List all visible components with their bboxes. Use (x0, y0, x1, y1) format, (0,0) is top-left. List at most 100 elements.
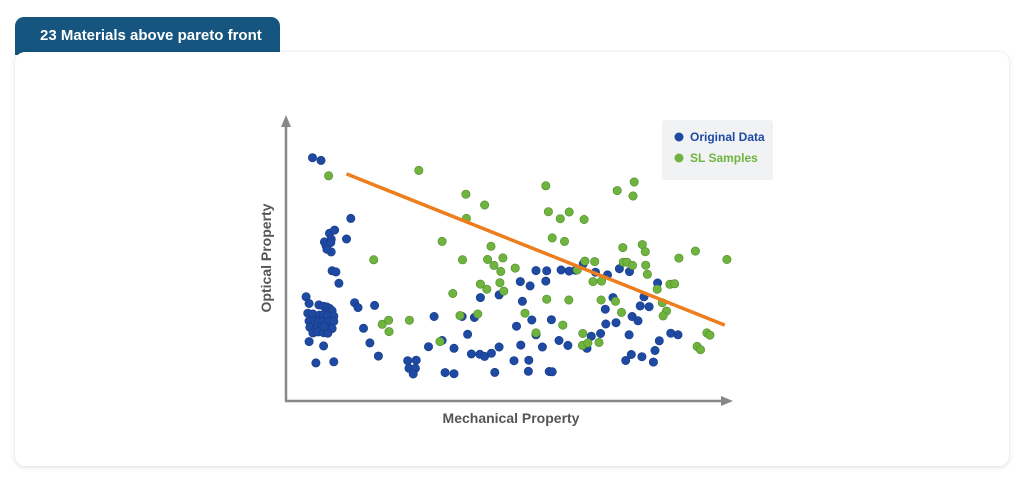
data-point (547, 367, 557, 377)
data-point (358, 323, 368, 333)
data-point (414, 165, 424, 175)
data-point (524, 355, 534, 365)
data-point (523, 366, 533, 376)
data-point (341, 234, 351, 244)
legend-box (662, 120, 773, 180)
data-point (304, 337, 314, 347)
data-point (543, 207, 553, 217)
chart-card (15, 52, 1009, 466)
data-point (498, 253, 508, 263)
data-point (490, 367, 500, 377)
data-point (511, 321, 521, 331)
data-point (331, 267, 341, 277)
legend-label: SL Samples (690, 151, 758, 165)
data-point (541, 276, 551, 286)
data-point (627, 260, 637, 270)
data-point (722, 255, 732, 265)
data-point (304, 298, 314, 308)
data-point (594, 337, 604, 347)
data-point (449, 369, 459, 379)
x-axis-title: Mechanical Property (443, 410, 580, 426)
data-point (440, 368, 450, 378)
data-point (509, 356, 519, 366)
data-point (579, 215, 589, 225)
legend-label: Original Data (690, 130, 765, 144)
data-point (435, 337, 445, 347)
data-point (373, 351, 383, 361)
data-point (494, 342, 504, 352)
data-point (612, 186, 622, 196)
data-point (449, 343, 459, 353)
data-point (525, 281, 535, 291)
data-point (515, 277, 525, 287)
data-point (583, 338, 593, 348)
data-point (558, 320, 568, 330)
data-point (369, 255, 379, 265)
data-point (648, 357, 658, 367)
data-point (311, 358, 321, 368)
data-point (650, 345, 660, 355)
data-point (705, 330, 715, 340)
data-point (319, 341, 329, 351)
data-point (324, 171, 334, 181)
data-point (629, 177, 639, 187)
data-point (596, 328, 606, 338)
data-point (578, 328, 588, 338)
header-tab-label: 23 Materials above pareto front (40, 27, 262, 44)
data-point (628, 191, 638, 201)
data-point (330, 225, 340, 235)
data-point (423, 342, 433, 352)
data-point (542, 294, 552, 304)
series-sl-samples (324, 165, 732, 355)
data-point (329, 316, 339, 326)
data-point (403, 356, 413, 366)
data-point (346, 213, 356, 223)
data-point (499, 286, 509, 296)
data-point (319, 322, 329, 332)
data-point (618, 243, 628, 253)
data-point (307, 153, 317, 163)
header-tab[interactable]: 23 Materials above pareto front (15, 17, 280, 54)
data-point (365, 338, 375, 348)
data-point (510, 263, 520, 273)
chart-marks (301, 153, 732, 379)
data-point (654, 336, 664, 346)
data-point (640, 247, 650, 257)
data-point (695, 345, 705, 355)
data-point (596, 295, 606, 305)
x-axis-arrow (721, 396, 733, 406)
data-point (329, 357, 339, 367)
data-point (658, 311, 668, 321)
data-point (673, 330, 683, 340)
data-point (316, 155, 326, 165)
data-point (377, 319, 387, 329)
data-point (611, 318, 621, 328)
data-point (590, 257, 600, 267)
data-point (461, 189, 471, 199)
pareto-front-line (345, 172, 726, 327)
data-point (564, 207, 574, 217)
data-point (559, 236, 569, 246)
data-point (466, 349, 476, 359)
data-point (531, 328, 541, 338)
data-point (600, 304, 610, 314)
data-point (601, 319, 611, 329)
data-point (448, 288, 458, 298)
data-point (547, 233, 557, 243)
data-point (496, 266, 506, 276)
data-point (520, 308, 530, 318)
data-point (556, 265, 566, 275)
data-point (437, 236, 447, 246)
data-point (463, 329, 473, 339)
data-point (473, 309, 483, 319)
data-point (690, 246, 700, 256)
data-point (527, 315, 537, 325)
data-point (334, 278, 344, 288)
data-point (580, 256, 590, 266)
data-point (670, 279, 680, 289)
data-point (404, 315, 414, 325)
data-point (637, 352, 647, 362)
data-point (641, 260, 651, 270)
data-point (475, 293, 485, 303)
